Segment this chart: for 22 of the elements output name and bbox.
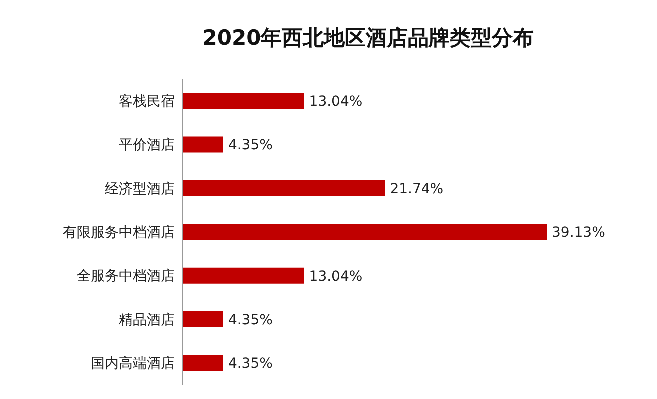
bar — [183, 92, 304, 109]
bar — [183, 180, 386, 196]
chart-title: 2020年西北地区酒店品牌类型分布 — [202, 25, 536, 52]
data-label: 21.74% — [390, 181, 444, 198]
y-tick-label: 全服务中档酒店 — [77, 268, 175, 285]
data-label: 13.04% — [309, 268, 363, 285]
bar — [183, 355, 224, 372]
data-label: 13.04% — [309, 94, 363, 110]
data-label: 4.35% — [228, 356, 273, 372]
data-label: 4.35% — [228, 138, 273, 154]
data-label: 39.13% — [552, 225, 606, 242]
y-tick-label: 有限服务中档酒店 — [63, 224, 175, 241]
y-tick-label: 经济型酒店 — [105, 181, 175, 198]
y-tick-label: 客栈民宿 — [119, 94, 175, 110]
bar — [183, 268, 304, 284]
bar — [183, 224, 547, 240]
y-tick-label: 国内高端酒店 — [91, 356, 175, 372]
y-tick-label: 平价酒店 — [119, 138, 175, 154]
data-label: 4.35% — [228, 312, 273, 329]
bar — [183, 312, 224, 328]
y-tick-label: 精品酒店 — [119, 312, 175, 328]
bar — [183, 136, 224, 153]
